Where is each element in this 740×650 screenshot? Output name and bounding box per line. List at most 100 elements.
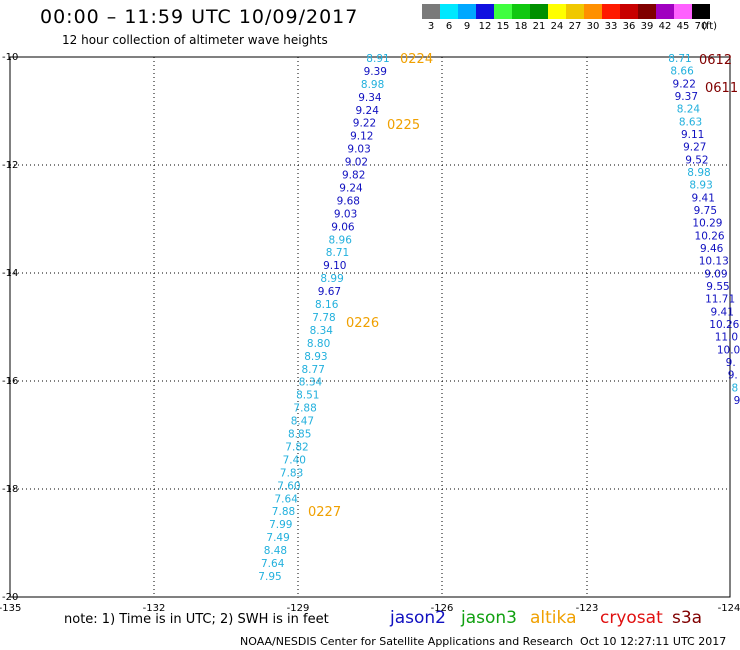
legend-swatch [422,4,440,19]
page-subtitle: 12 hour collection of altimeter wave hei… [62,33,328,47]
swh-value: 8.96 [329,234,353,246]
legend-swatch [692,4,710,19]
swh-value: 9.03 [347,144,370,156]
page-title: 00:00 – 11:59 UTC 10/09/2017 [40,6,359,28]
swh-value: 10.0 [717,344,740,356]
swh-value: 7.88 [272,506,295,518]
swh-value: 10.26 [709,319,739,331]
swh-value: 8.47 [291,416,314,428]
swh-value: 9.06 [331,221,355,233]
legend-label: 39 [640,21,654,32]
swh-value: 9.37 [675,91,698,103]
swh-value: 7.83 [280,467,303,479]
satellite-name: altika [530,608,577,628]
swh-value: 7.40 [283,454,306,466]
x-tick-label: -129 [287,603,310,614]
x-tick-label: -124 [718,603,740,614]
swh-value: 8.48 [264,545,287,557]
swh-value: 8.91 [366,53,389,65]
legend-swatch [494,4,512,19]
swh-value: 9.11 [681,129,704,141]
y-tick-label: -16 [2,376,18,387]
swh-value: 9.34 [358,92,382,104]
swh-value: 9.10 [323,260,346,272]
y-tick-label: -14 [2,268,18,279]
swh-value: 7.95 [258,571,281,583]
swh-value: 8.71 [668,53,691,65]
y-tick-label: -18 [2,484,18,495]
swh-value: 9.68 [337,195,360,207]
swh-value: 9 [734,395,740,407]
legend-label: 24 [550,21,564,32]
swh-value: 8.66 [670,66,694,78]
swh-value: 7.78 [312,312,335,324]
pass-time-label: 0224 [400,52,433,67]
satellite-name: s3a [672,608,703,628]
legend-label: 45 [676,21,690,32]
x-tick-label: -123 [576,603,599,614]
legend-label: 21 [532,21,546,32]
y-tick-label: -12 [2,160,18,171]
swh-value: 7.82 [285,441,308,453]
swh-value: 8.63 [679,116,702,128]
legend-swatch [476,4,494,19]
legend-label: 18 [514,21,528,32]
swh-value: 9.55 [706,281,729,293]
legend-label: 30 [586,21,600,32]
legend-label: 70 [694,21,708,32]
swh-value: 8.98 [687,167,710,179]
generated-timestamp: Oct 10 12:27:11 UTC 2017 [580,635,727,648]
swh-value: 10.13 [699,256,729,268]
swh-value: 8.16 [315,299,339,311]
legend-swatch [584,4,602,19]
swh-value: 9.09 [704,268,727,280]
swh-value: 8.93 [689,180,712,192]
swh-value: 9.02 [345,157,368,169]
legend-swatch [638,4,656,19]
swh-value: 8.99 [320,273,343,285]
swh-value: 8.80 [307,338,330,350]
swh-value: 9.22 [353,118,376,130]
swh-value: 9.52 [685,154,708,166]
swh-value: 9.27 [683,142,706,154]
legend-label: 6 [445,21,453,32]
swh-value: 8.34 [299,377,323,389]
swh-value: 9.41 [711,306,734,318]
swh-value: 8.71 [326,247,349,259]
swh-value: 8.77 [302,364,325,376]
y-tick-label: -20 [2,592,18,603]
credit-line: NOAA/NESDIS Center for Satellite Applica… [240,635,574,648]
swh-value: 9. [726,357,736,369]
swh-value: 9.03 [334,208,357,220]
pass-time-label: 0611 [705,81,738,96]
legend-swatch [674,4,692,19]
swh-value: 9.22 [673,78,696,90]
pass-time-label: 0226 [346,316,379,331]
swh-value: 8.98 [361,79,384,91]
swh-value: 9.67 [318,286,341,298]
satellite-name: jason2 [390,608,446,628]
swh-value: 11.0 [715,332,738,344]
legend-swatch [566,4,584,19]
swh-value: 9.75 [694,205,717,217]
y-tick-label: -10 [2,52,18,63]
legend-swatch [512,4,530,19]
legend-label: 12 [478,21,492,32]
satellite-name: cryosat [600,608,663,628]
swh-value: 9.24 [339,182,363,194]
legend-swatch [602,4,620,19]
swh-value: 8.93 [304,351,327,363]
legend-label: 36 [622,21,636,32]
legend-swatch [458,4,476,19]
swh-value: 8.24 [677,104,701,116]
legend-label: 15 [496,21,510,32]
legend-swatch [620,4,638,19]
swh-value: 8.34 [310,325,334,337]
x-tick-label: -135 [0,603,21,614]
satellite-name: jason3 [461,608,517,628]
swh-value: 9.12 [350,131,373,143]
swh-value: 7.49 [266,532,289,544]
swh-value: 7.64 [275,493,299,505]
swh-value: 9.82 [342,170,365,182]
legend-label: 3 [427,21,435,32]
